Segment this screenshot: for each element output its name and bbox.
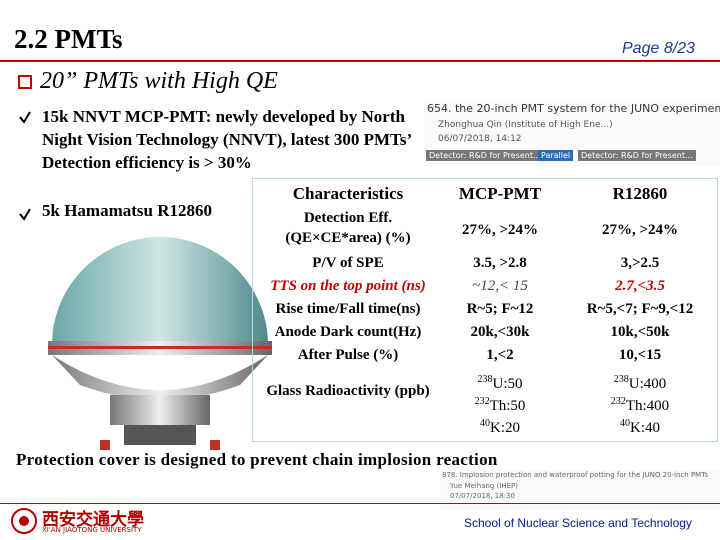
table-cell: 20k,<30k: [470, 324, 530, 340]
inset-tag: Detector: R&D for Present...: [578, 150, 696, 161]
check-bullet: [19, 208, 31, 221]
caption: Protection cover is designed to prevent …: [16, 450, 498, 469]
isotope-value: U:50: [492, 376, 523, 392]
isotope-mass: 238: [477, 374, 493, 385]
table-cell: 10,<15: [618, 347, 662, 363]
university-en: XI'AN JIAOTONG UNIVERSITY: [42, 526, 142, 534]
table-cell: Glass Radioactivity (ppb): [266, 383, 430, 399]
table-cell: TTS on the top point (ns): [270, 278, 426, 294]
isotope-value: U:400: [628, 376, 667, 392]
table-frame: [252, 178, 718, 442]
glass-value: 232Th:400: [565, 392, 715, 416]
table-cell: 3.5, >2.8: [473, 255, 527, 271]
table-header: R12860: [612, 184, 668, 203]
table-cell: ~12,< 15: [472, 278, 528, 294]
table-cell: 27%, >24%: [461, 222, 539, 238]
isotope-value: Th:400: [625, 398, 670, 414]
inset-top: 654. the 20-inch PMT system for the JUNO…: [424, 100, 720, 166]
university-cn: 西安交通大學: [42, 510, 144, 530]
table-cell: Detection Eff. (QE×CE*area) (%): [285, 210, 411, 246]
bullet: 5k Hamamatsu R12860: [42, 201, 213, 220]
glass-value: 238U:50: [440, 370, 560, 394]
glass-value: 232Th:50: [440, 392, 560, 416]
isotope-value: K:40: [630, 420, 660, 436]
isotope-value: Th:50: [489, 398, 526, 414]
isotope-value: K:20: [490, 420, 520, 436]
table-cell: 27%, >24%: [601, 222, 679, 238]
table-cell: Rise time/Fall time(ns): [275, 301, 421, 317]
inset-bottom: 878. Implosion protection and waterproof…: [440, 470, 720, 510]
inset-author: Zhonghua Qin (Institute of High Ene...): [438, 120, 613, 130]
table-cell: R~5,<7; F~9,<12: [586, 301, 694, 317]
table-cell: Anode Dark count(Hz): [274, 324, 422, 340]
title-rule: [0, 60, 720, 62]
isotope-mass: 238: [613, 374, 629, 385]
glass-value: 238U:400: [565, 370, 715, 394]
isotope-mass: 232: [610, 396, 626, 407]
page-number: Page 8/23: [622, 40, 695, 57]
table-header: MCP-PMT: [458, 184, 542, 203]
isotope-mass: 40: [620, 418, 630, 429]
inset-title: 654. the 20-inch PMT system for the JUNO…: [427, 102, 720, 115]
inset-tag: Parallel: [538, 150, 574, 161]
inset-author: Yue Meihang (IHEP): [450, 482, 518, 490]
table-cell: 2.7,<3.5: [615, 278, 665, 294]
table-cell: 3,>2.5: [620, 255, 660, 271]
bullet: 15k NNVT MCP-PMT: newly developed by Nor…: [42, 107, 411, 172]
pmt-image: [48, 237, 272, 450]
inset-date: 06/07/2018, 14:12: [438, 134, 522, 144]
isotope-mass: 232: [474, 396, 490, 407]
table-cell: P/V of SPE: [312, 255, 384, 271]
glass-value: 40K:20: [440, 414, 560, 438]
glass-value: 40K:40: [565, 414, 715, 438]
table-cell: After Pulse (%): [297, 347, 399, 363]
isotope-mass: 40: [480, 418, 490, 429]
footer-rule: [0, 503, 720, 504]
inset-date: 07/07/2018, 18:30: [450, 492, 515, 500]
table-cell: 10k,<50k: [610, 324, 670, 340]
table-header: Characteristics: [292, 184, 404, 203]
inset-title: 878. Implosion protection and waterproof…: [442, 471, 708, 479]
school: School of Nuclear Science and Technology: [464, 516, 692, 530]
logo: [11, 508, 37, 534]
slide-title: 2.2 PMTs: [14, 24, 123, 54]
table-cell: 1,<2: [486, 347, 514, 363]
square-bullet: [18, 75, 32, 89]
check-bullet: [19, 111, 31, 124]
heading: 20” PMTs with High QE: [40, 68, 278, 94]
inset-tag: Detector: R&D for Present...: [426, 150, 544, 161]
table-cell: R~5; F~12: [466, 301, 534, 317]
